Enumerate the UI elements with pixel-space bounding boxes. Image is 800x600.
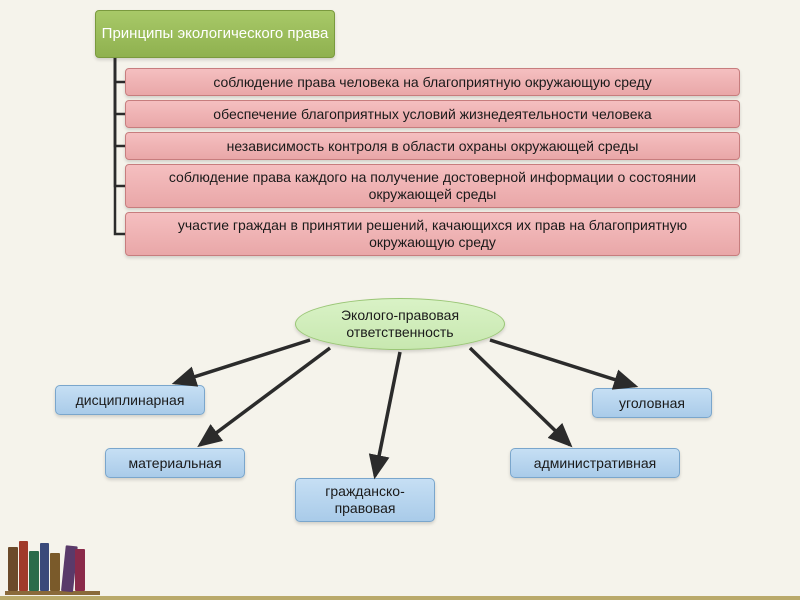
principle-item: участие граждан в принятии решений, кача…: [125, 212, 740, 256]
central-node: Эколого-правовая ответственность: [295, 298, 505, 350]
principle-item: соблюдение права каждого на получение до…: [125, 164, 740, 208]
diagram-title: Принципы экологического права: [95, 10, 335, 58]
responsibility-item: уголовная: [592, 388, 712, 418]
principle-item: независимость контроля в области охраны …: [125, 132, 740, 160]
principle-item: обеспечение благоприятных условий жизнед…: [125, 100, 740, 128]
responsibility-item: материальная: [105, 448, 245, 478]
books-decoration-icon: [5, 525, 100, 595]
footer-accent: [0, 596, 800, 600]
responsibility-item: гражданско-правовая: [295, 478, 435, 522]
responsibility-item: административная: [510, 448, 680, 478]
principle-item: соблюдение права человека на благоприятн…: [125, 68, 740, 96]
responsibility-item: дисциплинарная: [55, 385, 205, 415]
